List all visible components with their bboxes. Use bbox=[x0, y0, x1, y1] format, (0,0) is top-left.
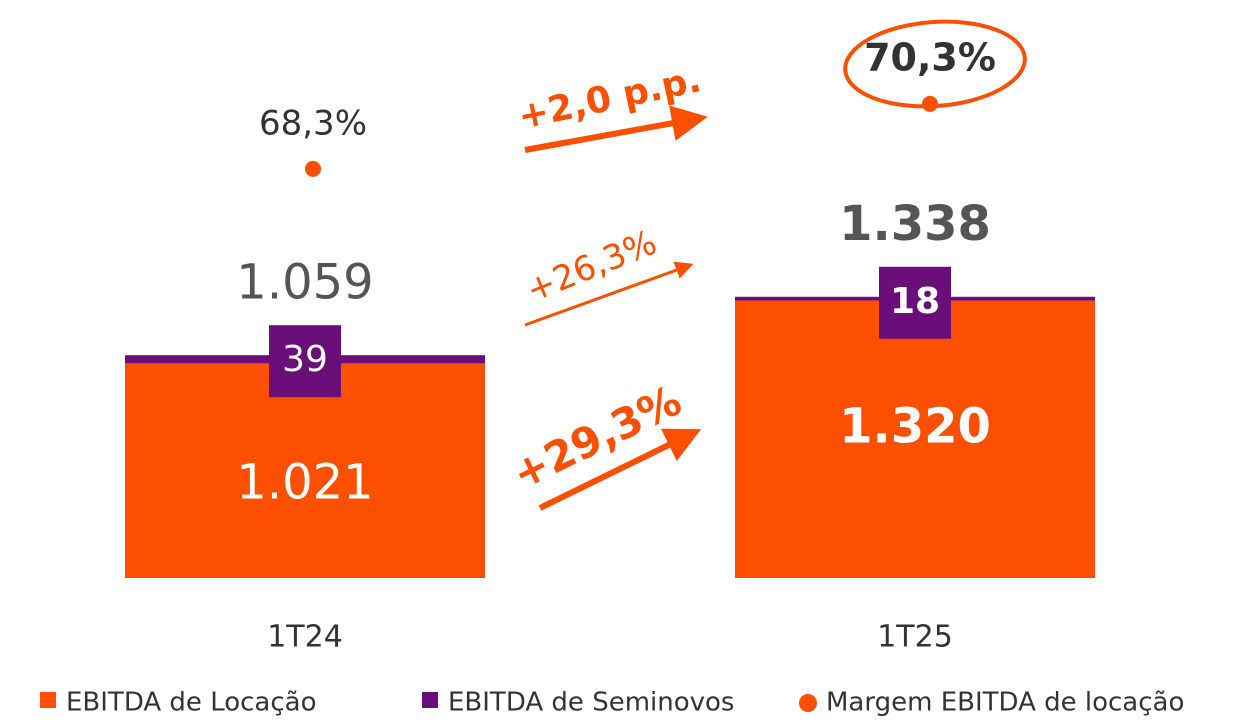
total-label: 1.059 bbox=[236, 254, 373, 310]
legend-label: EBITDA de Locação bbox=[66, 688, 317, 718]
legend-label: Margem EBITDA de locação bbox=[826, 688, 1184, 718]
value-label: 39 bbox=[282, 339, 328, 380]
label-box bbox=[879, 266, 951, 339]
label-box bbox=[269, 325, 341, 398]
margin-label: 68,3% bbox=[259, 103, 367, 143]
legend-swatch bbox=[799, 694, 817, 712]
annotation: +26,3% bbox=[521, 222, 663, 310]
legend-swatch bbox=[422, 692, 438, 708]
annotation: +2,0 p.p. bbox=[515, 59, 705, 138]
value-label: 1.021 bbox=[236, 455, 373, 511]
margin-dot bbox=[922, 95, 938, 112]
margin-dot bbox=[305, 160, 321, 177]
bar-segment bbox=[735, 300, 1095, 578]
x-tick-label: 1T24 bbox=[267, 620, 343, 655]
total-label: 1.338 bbox=[839, 196, 991, 252]
bar-segment bbox=[125, 363, 485, 578]
legend-swatch bbox=[40, 692, 56, 708]
margin-label: 70,3% bbox=[864, 35, 996, 79]
value-label: 18 bbox=[890, 281, 940, 322]
value-label: 1.320 bbox=[839, 398, 991, 454]
x-tick-label: 1T25 bbox=[877, 620, 953, 655]
legend-label: EBITDA de Seminovos bbox=[448, 688, 734, 718]
annotation-arrows bbox=[524, 19, 1027, 511]
